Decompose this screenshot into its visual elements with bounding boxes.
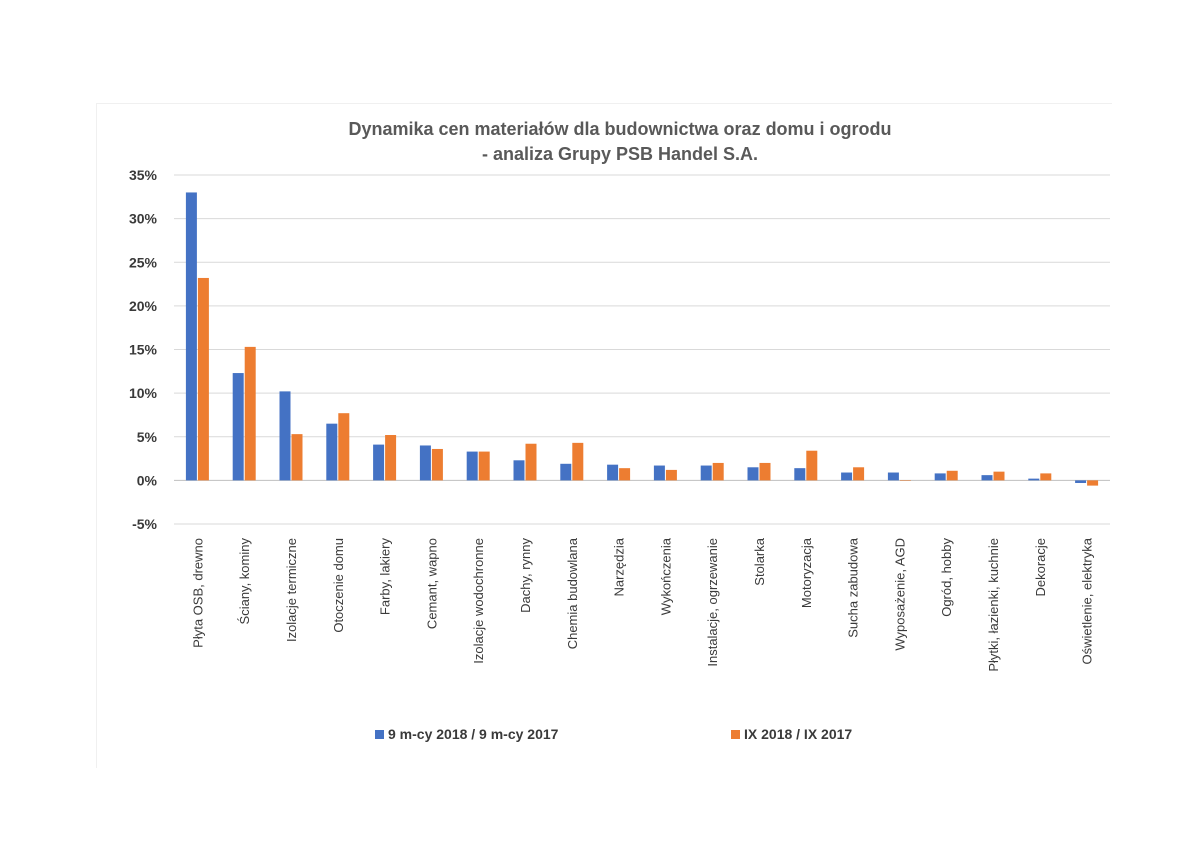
legend-label: IX 2018 / IX 2017 xyxy=(744,726,852,742)
bar xyxy=(759,462,771,481)
legend-label: 9 m-cy 2018 / 9 m-cy 2017 xyxy=(388,726,559,742)
x-category-label: Płytki, łazienki, kuchnie xyxy=(986,538,1001,672)
x-category-label: Izolacje termiczne xyxy=(284,538,299,642)
y-tick-label: 35% xyxy=(129,167,158,183)
bar xyxy=(665,469,677,481)
bar xyxy=(1028,478,1040,481)
y-tick-label: 20% xyxy=(129,298,158,314)
y-tick-label: 0% xyxy=(137,472,158,488)
bar xyxy=(291,434,303,481)
x-category-label: Otoczenie domu xyxy=(331,538,346,633)
x-category-label: Dachy, rynny xyxy=(518,538,533,613)
bar xyxy=(619,468,631,481)
bar xyxy=(794,468,806,481)
x-category-label: Sucha zabudowa xyxy=(846,537,861,638)
x-category-label: Chemia budowlana xyxy=(565,537,580,649)
bar xyxy=(607,464,619,481)
bar xyxy=(513,460,525,481)
bar xyxy=(700,465,712,481)
bar xyxy=(525,443,537,481)
bar xyxy=(478,451,490,481)
bar xyxy=(232,373,244,481)
bar xyxy=(712,462,724,481)
bar xyxy=(981,475,993,481)
bar xyxy=(466,451,478,481)
legend-swatch xyxy=(731,730,740,739)
bar xyxy=(887,472,899,481)
x-category-label: Ściany, kominy xyxy=(237,538,252,625)
y-tick-label: 15% xyxy=(129,342,158,358)
bar xyxy=(1075,480,1087,483)
bar xyxy=(934,473,946,481)
x-category-label: Oświetlenie, elektryka xyxy=(1080,537,1095,664)
bar xyxy=(806,450,818,481)
x-category-label: Izolacje wodochronne xyxy=(471,538,486,664)
x-category-label: Płyta OSB, drewno xyxy=(190,538,205,648)
bar xyxy=(653,465,665,481)
bar xyxy=(244,346,256,481)
bar xyxy=(431,448,443,481)
chart-area xyxy=(96,103,1112,768)
bar xyxy=(946,470,958,481)
bar xyxy=(899,480,911,481)
x-category-label: Farby, lakiery xyxy=(378,538,393,616)
bar xyxy=(373,444,385,481)
bar xyxy=(279,391,291,481)
y-tick-label: 25% xyxy=(129,254,158,270)
bar xyxy=(747,467,759,481)
y-tick-label: 10% xyxy=(129,385,158,401)
x-category-label: Instalacje, ogrzewanie xyxy=(705,538,720,667)
bar xyxy=(326,423,338,481)
bar xyxy=(560,463,572,481)
chart-title-line-1: Dynamika cen materiałów dla budownictwa … xyxy=(348,119,892,139)
x-category-label: Wyposażenie, AGD xyxy=(892,538,907,651)
y-tick-label: -5% xyxy=(132,516,157,532)
bar xyxy=(993,471,1005,481)
x-category-label: Cemant, wapno xyxy=(424,538,439,629)
x-category-label: Narzędzia xyxy=(612,537,627,596)
bar xyxy=(572,442,584,481)
bar xyxy=(1087,480,1099,486)
x-category-label: Dekoracje xyxy=(1033,538,1048,597)
chart-title-line-2: - analiza Grupy PSB Handel S.A. xyxy=(481,144,759,164)
bar xyxy=(338,413,350,481)
bar xyxy=(853,467,865,481)
chart-title: Dynamika cen materiałów dla budownictwa … xyxy=(0,117,1200,167)
legend-swatch xyxy=(375,730,384,739)
bar xyxy=(1040,473,1052,481)
bar xyxy=(185,192,197,481)
bar xyxy=(385,435,397,481)
x-category-label: Wykończenia xyxy=(658,537,673,615)
x-category-label: Stolarka xyxy=(752,537,767,585)
y-tick-label: 5% xyxy=(137,429,158,445)
bar xyxy=(841,472,853,481)
x-category-label: Motoryzacja xyxy=(799,537,814,608)
x-category-label: Ogród, hobby xyxy=(939,538,954,617)
y-tick-label: 30% xyxy=(129,211,158,227)
bar xyxy=(197,277,209,481)
bar xyxy=(419,445,431,481)
